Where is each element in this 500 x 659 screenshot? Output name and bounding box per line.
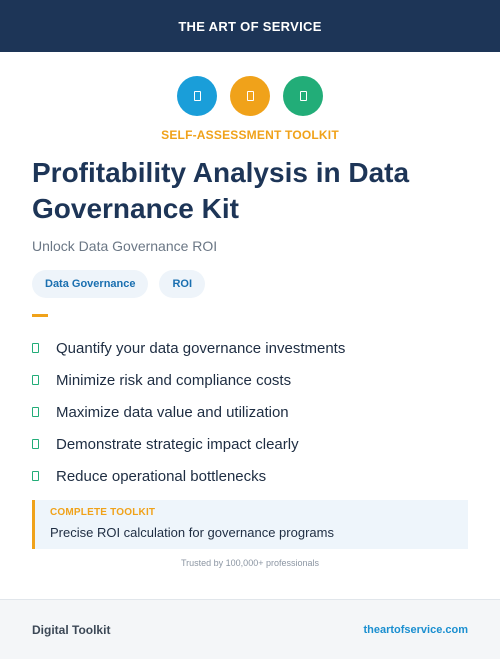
feature-item: Maximize data value and utilization <box>32 396 345 428</box>
accent-divider <box>32 314 48 317</box>
feature-label: Maximize data value and utilization <box>56 403 289 421</box>
trusted-note: Trusted by 100,000+ professionals <box>180 558 319 568</box>
subtitle: Unlock Data Governance ROI <box>32 238 218 254</box>
callout-text: Precise ROI calculation for governance p… <box>50 525 334 540</box>
orange-badge-icon <box>230 76 270 116</box>
feature-item: Minimize risk and compliance costs <box>32 364 345 396</box>
top-banner: THE ART OF SERVICE <box>0 0 500 52</box>
feature-label: Reduce operational bottlenecks <box>56 467 267 485</box>
check-icon <box>32 407 39 417</box>
feature-list: Quantify your data governance investment… <box>32 332 345 492</box>
feature-label: Minimize risk and compliance costs <box>56 371 292 389</box>
feature-item: Reduce operational bottlenecks <box>32 460 345 492</box>
feature-item: Quantify your data governance investment… <box>32 332 345 364</box>
green-badge-icon <box>283 76 323 116</box>
feature-label: Quantify your data governance investment… <box>56 339 346 357</box>
feature-item: Demonstrate strategic impact clearly <box>32 428 345 460</box>
check-icon <box>32 375 39 385</box>
brand-name: THE ART OF SERVICE <box>178 18 322 34</box>
check-icon <box>32 439 39 449</box>
feature-label: Demonstrate strategic impact clearly <box>56 435 299 453</box>
page-title: Profitability Analysis in Data Governanc… <box>32 157 410 224</box>
toolkit-callout: COMPLETE TOOLKIT Precise ROI calculation… <box>32 500 468 549</box>
toolkit-kicker: SELF-ASSESSMENT TOOLKIT <box>161 128 339 142</box>
footer: Digital Toolkit theartofservice.com <box>0 599 500 659</box>
tag-data-governance: Data Governance <box>32 270 149 298</box>
footer-label: Digital Toolkit <box>32 622 111 637</box>
tag-roi: ROI <box>159 270 206 298</box>
check-icon <box>32 471 39 481</box>
blue-badge-icon <box>177 76 217 116</box>
icon-row <box>0 76 500 116</box>
check-icon <box>32 343 39 353</box>
tag-list: Data Governance ROI <box>32 270 206 298</box>
callout-kicker: COMPLETE TOOLKIT <box>50 507 156 518</box>
website-link[interactable]: theartofservice.com <box>363 623 468 636</box>
